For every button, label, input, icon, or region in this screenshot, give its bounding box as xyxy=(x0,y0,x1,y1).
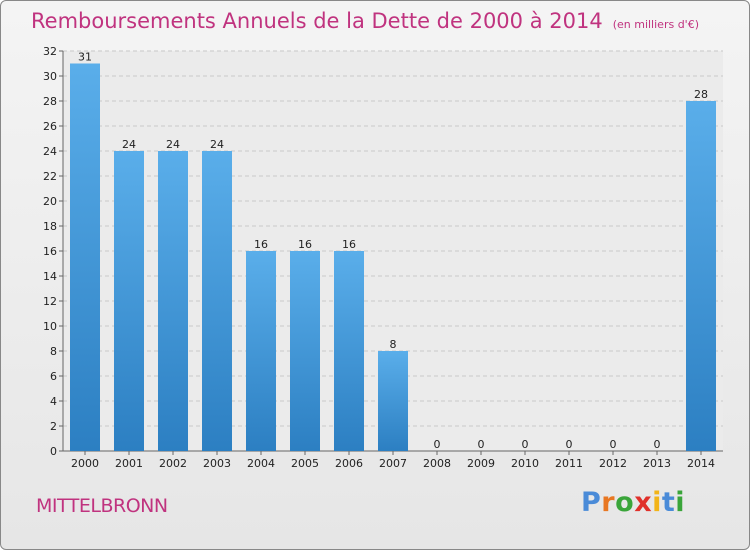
x-tick-label: 2014 xyxy=(687,457,715,470)
x-tick-label: 2013 xyxy=(643,457,671,470)
y-tick-label: 20 xyxy=(43,195,57,208)
y-tick-label: 18 xyxy=(43,220,57,233)
y-tick-label: 22 xyxy=(43,170,57,183)
x-tick-label: 2001 xyxy=(115,457,143,470)
title-row: Remboursements Annuels de la Dette de 20… xyxy=(31,9,699,33)
y-tick-label: 2 xyxy=(50,420,57,433)
x-tick-label: 2007 xyxy=(379,457,407,470)
bar xyxy=(686,101,716,451)
bar-value-label: 24 xyxy=(210,138,224,151)
y-tick-label: 6 xyxy=(50,370,57,383)
y-tick-label: 24 xyxy=(43,145,57,158)
x-tick-label: 2003 xyxy=(203,457,231,470)
y-tick-label: 0 xyxy=(50,445,57,458)
y-tick-label: 30 xyxy=(43,70,57,83)
brand-letter: P xyxy=(581,487,602,518)
brand-letter: i xyxy=(675,487,686,518)
y-tick-label: 4 xyxy=(50,395,57,408)
x-tick-label: 2004 xyxy=(247,457,275,470)
bar-value-label: 0 xyxy=(478,438,485,451)
bar-value-label: 28 xyxy=(694,88,708,101)
y-tick-label: 16 xyxy=(43,245,57,258)
bar xyxy=(114,151,144,451)
bar xyxy=(290,251,320,451)
chart-unit: (en milliers d'€) xyxy=(612,18,699,31)
bar-value-label: 16 xyxy=(342,238,356,251)
bar xyxy=(246,251,276,451)
bar-value-label: 16 xyxy=(254,238,268,251)
x-tick-label: 2012 xyxy=(599,457,627,470)
y-tick-label: 28 xyxy=(43,95,57,108)
brand-letter: t xyxy=(661,487,676,518)
y-tick-label: 8 xyxy=(50,345,57,358)
brand-logo: Proxiti xyxy=(581,487,685,518)
bar-value-label: 24 xyxy=(166,138,180,151)
x-tick-label: 2008 xyxy=(423,457,451,470)
y-tick-label: 12 xyxy=(43,295,57,308)
y-tick-label: 32 xyxy=(43,45,57,58)
bar xyxy=(70,63,100,451)
bar-value-label: 0 xyxy=(654,438,661,451)
bar-value-label: 0 xyxy=(566,438,573,451)
label-layer: 31 24 24 24 16 16 16 8 0 0 0 0 0 0 28 xyxy=(78,51,708,452)
x-tick-label: 2000 xyxy=(71,457,99,470)
bar-value-label: 16 xyxy=(298,238,312,251)
bar xyxy=(158,151,188,451)
bar-value-label: 0 xyxy=(434,438,441,451)
bar-value-label: 24 xyxy=(122,138,136,151)
bar xyxy=(202,151,232,451)
x-tick-label: 2006 xyxy=(335,457,363,470)
bar-value-label: 31 xyxy=(78,51,92,64)
commune-name: MITTELBRONN xyxy=(36,495,168,517)
bar-value-label: 8 xyxy=(390,338,397,351)
bar xyxy=(334,251,364,451)
bar-value-label: 0 xyxy=(522,438,529,451)
bar-layer xyxy=(70,63,716,451)
x-tick-label: 2010 xyxy=(511,457,539,470)
y-tick-label: 10 xyxy=(43,320,57,333)
bar-value-label: 0 xyxy=(610,438,617,451)
y-tick-label: 14 xyxy=(43,270,57,283)
brand-letter: r xyxy=(601,487,616,518)
brand-letter: o xyxy=(615,487,635,518)
x-tick-label: 2009 xyxy=(467,457,495,470)
x-tick-label: 2011 xyxy=(555,457,583,470)
y-tick-label: 26 xyxy=(43,120,57,133)
chart-title: Remboursements Annuels de la Dette de 20… xyxy=(31,9,603,33)
bar xyxy=(378,351,408,451)
x-tick-label: 2005 xyxy=(291,457,319,470)
brand-letter: x xyxy=(634,487,653,518)
brand-letter: i xyxy=(652,487,662,518)
x-tick-label: 2002 xyxy=(159,457,187,470)
